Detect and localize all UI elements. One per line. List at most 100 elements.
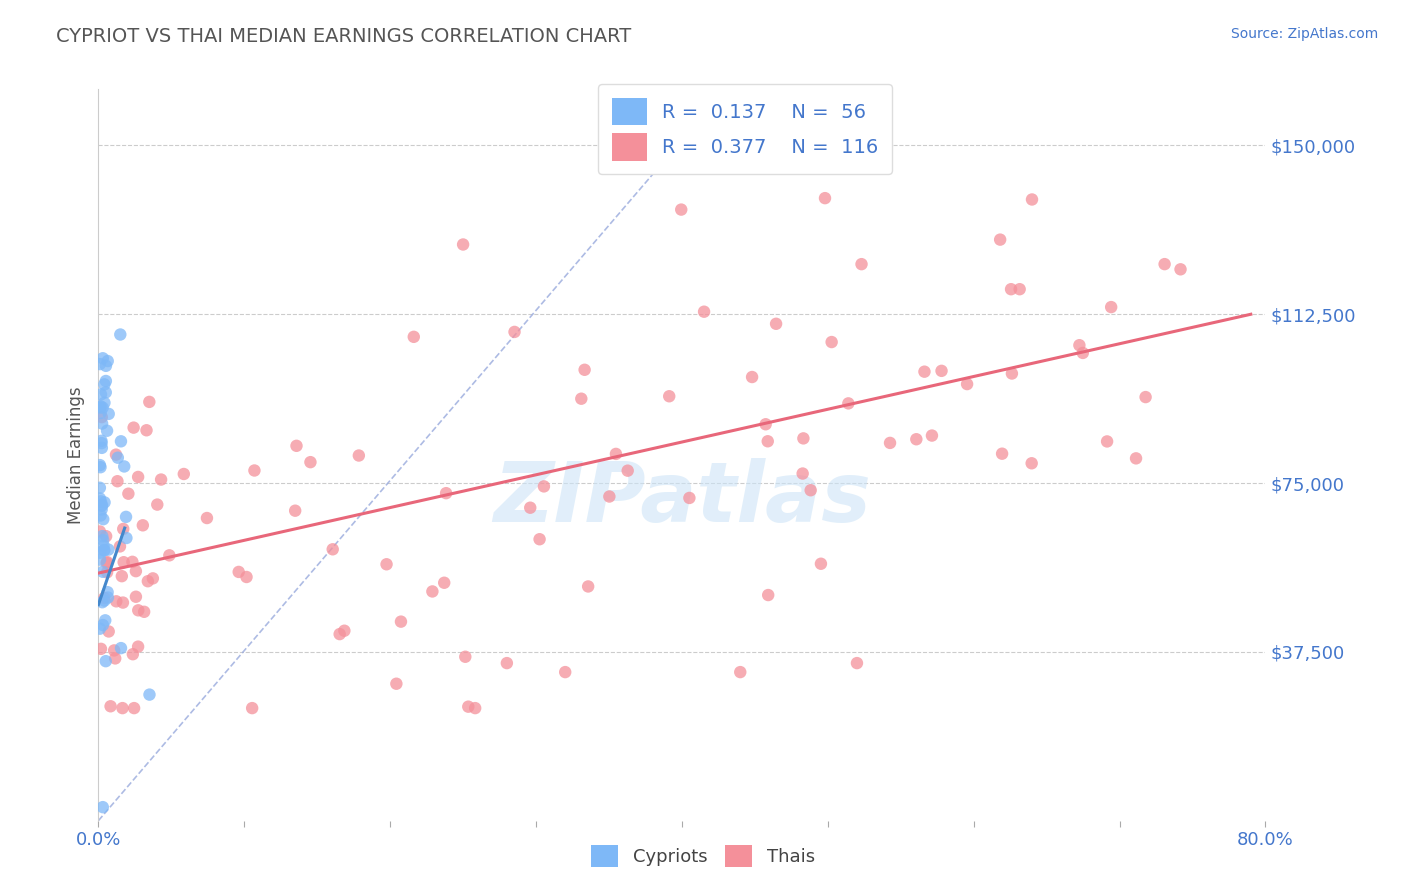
Point: [1021, 456, 1043, 470]
Point: [89, 401, 111, 415]
Point: [127, 470, 149, 484]
Point: [810, 557, 832, 571]
Point: [756, 588, 779, 602]
Point: [110, 327, 132, 342]
Point: [956, 377, 979, 392]
Point: [730, 665, 752, 679]
Point: [115, 509, 138, 524]
Point: [905, 432, 928, 446]
Point: [112, 555, 135, 569]
Point: [195, 511, 218, 525]
Point: [988, 233, 1011, 247]
Point: [451, 237, 474, 252]
Point: [89, 524, 111, 539]
Point: [91, 529, 114, 543]
Point: [108, 540, 131, 554]
Point: [93, 593, 115, 607]
Point: [90, 502, 112, 516]
Point: [765, 317, 787, 331]
Point: [104, 651, 127, 665]
Point: [90, 499, 112, 513]
Point: [89, 491, 111, 506]
Point: [1153, 257, 1175, 271]
Point: [89, 458, 111, 472]
Point: [914, 365, 936, 379]
Point: [94, 385, 117, 400]
Y-axis label: Median Earnings: Median Earnings: [66, 386, 84, 524]
Point: [503, 325, 526, 339]
Point: [284, 504, 307, 518]
Point: [94, 359, 117, 373]
Point: [422, 584, 444, 599]
Point: [112, 459, 135, 474]
Point: [1001, 367, 1024, 381]
Point: [240, 701, 263, 715]
Point: [533, 479, 555, 493]
Point: [792, 431, 814, 445]
Point: [97, 542, 120, 557]
Point: [93, 377, 115, 392]
Point: [616, 464, 638, 478]
Point: [93, 591, 115, 605]
Point: [125, 564, 148, 578]
Point: [693, 304, 716, 318]
Point: [91, 800, 114, 814]
Point: [96, 555, 118, 569]
Point: [97, 407, 120, 421]
Point: [1170, 262, 1192, 277]
Point: [107, 474, 129, 488]
Point: [814, 191, 837, 205]
Point: [96, 556, 118, 570]
Point: [89, 546, 111, 560]
Point: [879, 436, 901, 450]
Point: [333, 624, 356, 638]
Point: [605, 447, 627, 461]
Point: [569, 392, 592, 406]
Point: [93, 396, 115, 410]
Point: [576, 579, 599, 593]
Point: [103, 643, 125, 657]
Point: [110, 434, 132, 449]
Point: [329, 627, 352, 641]
Point: [519, 500, 541, 515]
Point: [434, 486, 457, 500]
Text: ZIPatlas: ZIPatlas: [494, 458, 870, 540]
Point: [90, 410, 112, 425]
Point: [94, 374, 117, 388]
Point: [142, 571, 165, 585]
Point: [91, 533, 114, 547]
Point: [150, 473, 173, 487]
Point: [741, 370, 763, 384]
Point: [375, 558, 398, 572]
Point: [756, 434, 779, 449]
Point: [1021, 193, 1043, 207]
Point: [93, 495, 115, 509]
Point: [1069, 338, 1091, 352]
Point: [91, 565, 114, 579]
Text: Source: ZipAtlas.com: Source: ZipAtlas.com: [1230, 27, 1378, 41]
Point: [134, 605, 156, 619]
Legend: R =  0.137    N =  56, R =  0.377    N =  116: R = 0.137 N = 56, R = 0.377 N = 116: [599, 84, 893, 174]
Point: [91, 401, 114, 415]
Point: [243, 463, 266, 477]
Point: [91, 618, 114, 632]
Point: [136, 574, 159, 589]
Point: [846, 656, 869, 670]
Point: [433, 575, 456, 590]
Point: [837, 396, 859, 410]
Point: [402, 330, 425, 344]
Point: [112, 522, 135, 536]
Point: [100, 699, 122, 714]
Point: [138, 395, 160, 409]
Point: [97, 354, 120, 368]
Point: [96, 566, 118, 580]
Point: [125, 590, 148, 604]
Point: [89, 460, 111, 475]
Point: [1071, 346, 1094, 360]
Point: [574, 363, 596, 377]
Point: [800, 483, 823, 498]
Point: [529, 533, 551, 547]
Point: [792, 467, 814, 481]
Point: [91, 417, 114, 431]
Point: [122, 420, 145, 434]
